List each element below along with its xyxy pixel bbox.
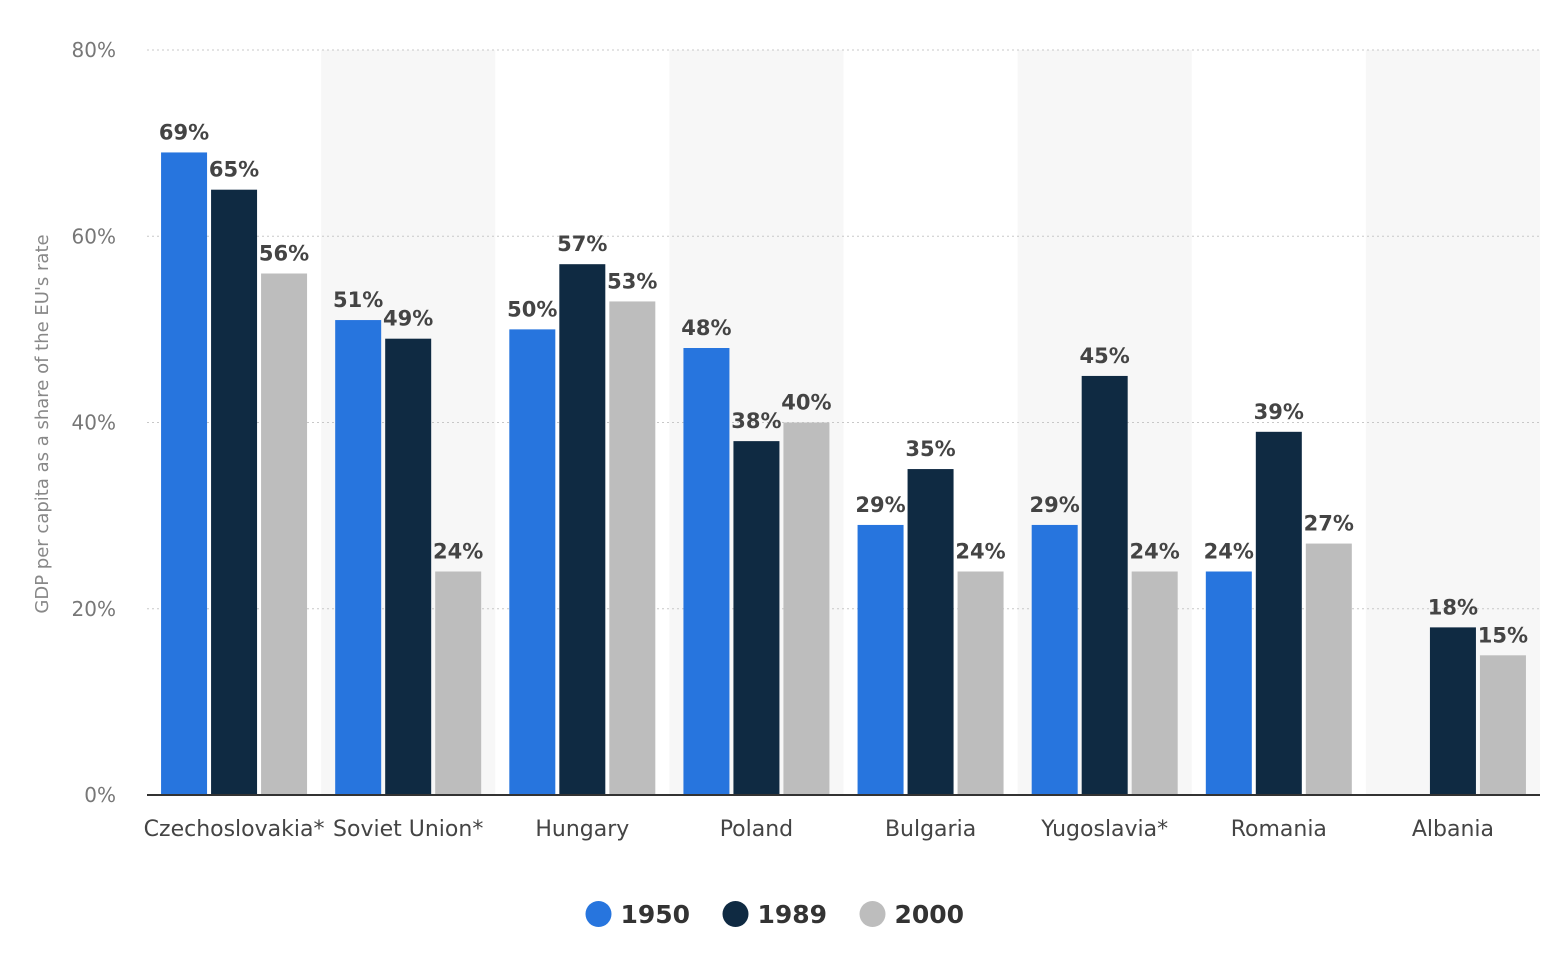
data-label: 49%: [383, 307, 433, 331]
data-label: 18%: [1428, 595, 1478, 619]
bar-2000[interactable]: [1131, 571, 1178, 796]
legend-item-1950[interactable]: 1950: [585, 900, 691, 929]
bar-1989[interactable]: [211, 189, 258, 795]
bar-2000[interactable]: [957, 571, 1004, 796]
data-label: 40%: [781, 391, 831, 415]
bar-1989[interactable]: [1081, 375, 1128, 795]
y-tick-label: 80%: [72, 38, 116, 62]
x-category-label: Bulgaria: [885, 817, 976, 842]
legend[interactable]: 1950 1989 2000: [585, 900, 965, 929]
data-label: 39%: [1254, 400, 1304, 424]
data-label: 24%: [1130, 540, 1180, 564]
bar-2000[interactable]: [783, 422, 830, 796]
bar-1989[interactable]: [385, 338, 432, 795]
y-tick-label: 60%: [72, 224, 116, 248]
data-label: 45%: [1080, 344, 1130, 368]
legend-swatch: [859, 901, 886, 927]
x-category-label: Yugoslavia*: [1040, 817, 1168, 842]
bar-2000[interactable]: [609, 301, 656, 795]
bar-1989[interactable]: [559, 264, 606, 795]
data-label: 27%: [1304, 512, 1354, 536]
legend-swatch: [722, 901, 749, 927]
data-label: 50%: [507, 297, 557, 321]
legend-item-2000[interactable]: 2000: [859, 900, 965, 929]
x-category-label: Soviet Union*: [333, 817, 483, 842]
bar-1989[interactable]: [1255, 431, 1302, 795]
bar-1989[interactable]: [733, 441, 780, 795]
x-category-label: Hungary: [535, 817, 629, 842]
data-label: 24%: [433, 540, 483, 564]
data-label: 69%: [159, 120, 209, 144]
legend-swatch: [585, 901, 612, 927]
y-axis-label: GDP per capita as a share of the EU's ra…: [32, 234, 53, 613]
bar-1950[interactable]: [683, 348, 730, 795]
bar-1950[interactable]: [161, 152, 208, 795]
data-label: 24%: [1204, 540, 1254, 564]
legend-label: 1950: [621, 900, 691, 929]
y-tick-label: 20%: [72, 597, 116, 621]
data-label: 56%: [259, 242, 309, 266]
x-category-label: Albania: [1412, 817, 1494, 842]
data-label: 48%: [681, 316, 731, 340]
bar-1950[interactable]: [857, 524, 904, 795]
bars: [161, 152, 1526, 795]
legend-label: 1989: [758, 900, 828, 929]
bar-1989[interactable]: [1429, 627, 1476, 795]
bar-2000[interactable]: [1305, 543, 1352, 795]
data-label: 29%: [855, 493, 905, 517]
data-label: 38%: [731, 409, 781, 433]
data-label: 51%: [333, 288, 383, 312]
y-tick-label: 40%: [72, 411, 116, 435]
bar-2000[interactable]: [261, 273, 308, 796]
data-labels: 69%65% 56% 51%49% 24% 50% 57%53% 48% 38%40% 29% 3…: [159, 120, 1528, 647]
y-tick-label: 0%: [84, 783, 116, 807]
bar-1950[interactable]: [1031, 524, 1078, 795]
data-label: 57%: [557, 232, 607, 256]
legend-label: 2000: [895, 900, 965, 929]
x-axis-categories: Czechoslovakia* Soviet Union* Hungary Polan…: [144, 817, 1494, 842]
y-axis-ticks: 0% 20% 40% 60% 80%: [72, 38, 116, 807]
x-category-label: Poland: [720, 817, 793, 842]
bar-1950[interactable]: [1205, 571, 1252, 796]
bar-2000[interactable]: [1479, 655, 1526, 795]
data-label: 15%: [1478, 623, 1528, 647]
x-category-label: Czechoslovakia*: [144, 817, 325, 842]
bar-1950[interactable]: [509, 329, 556, 795]
x-category-label: Romania: [1231, 817, 1327, 842]
bar-1950[interactable]: [335, 320, 382, 795]
bar-1989[interactable]: [907, 469, 954, 795]
data-label: 35%: [905, 437, 955, 461]
data-label: 53%: [607, 269, 657, 293]
data-label: 29%: [1030, 493, 1080, 517]
bar-2000[interactable]: [435, 571, 482, 796]
legend-item-1989[interactable]: 1989: [722, 900, 828, 929]
data-label: 65%: [209, 158, 259, 182]
data-label: 24%: [955, 540, 1005, 564]
